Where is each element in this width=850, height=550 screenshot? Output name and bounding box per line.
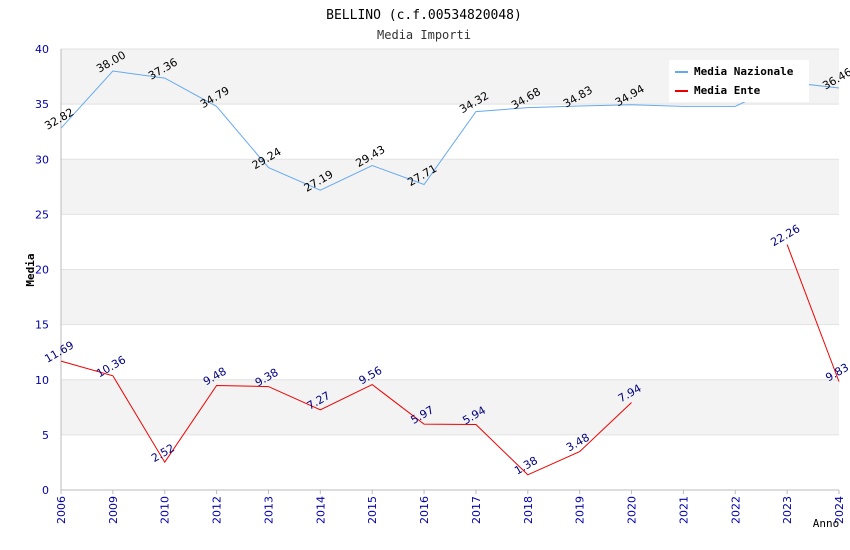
x-tick-label: 2022 (729, 496, 742, 524)
x-tick-label: 2020 (626, 496, 639, 524)
y-tick-label: 35 (35, 98, 49, 111)
legend-label-nazionale: Media Nazionale (694, 65, 794, 78)
x-tick-label: 2006 (55, 496, 68, 524)
series-line-0 (60, 70, 840, 191)
chart-subtitle: Media Importi (377, 28, 471, 42)
series-layer (60, 70, 840, 476)
y-tick-label: 5 (42, 429, 49, 442)
x-tick-label: 2010 (159, 496, 172, 524)
legend-label-ente: Media Ente (694, 84, 761, 97)
series-line-1 (60, 360, 632, 476)
x-tick-label: 2021 (677, 496, 690, 524)
grid-band (61, 159, 839, 215)
y-tick-label: 0 (42, 484, 49, 497)
series-line-1 (786, 244, 840, 382)
x-tick-label: 2013 (262, 496, 275, 524)
y-tick-label: 10 (35, 374, 49, 387)
grid-band (61, 214, 839, 270)
grid-band (61, 379, 839, 435)
y-tick-label: 15 (35, 319, 49, 332)
axes: 0 5 10 15 20 25 30 35 40 2006 2009 2010 2012 2013 2014… (35, 43, 846, 524)
y-tick-label: 20 (35, 264, 49, 277)
y-axis-label: Media (24, 253, 37, 286)
x-tick-label: 2017 (470, 496, 483, 524)
y-tick-label: 25 (35, 208, 49, 221)
x-tick-label: 2023 (781, 496, 794, 524)
grid-band (61, 269, 839, 325)
grid-band (61, 104, 839, 160)
grid-band (61, 434, 839, 490)
x-tick-label: 2009 (107, 496, 120, 524)
x-tick-label: 2014 (314, 496, 327, 524)
x-tick-label: 2024 (833, 496, 846, 524)
x-axis-label: Anno (813, 517, 840, 530)
legend: Media Nazionale Media Ente (669, 60, 809, 102)
x-tick-label: 2016 (418, 496, 431, 524)
x-tick-label: 2018 (522, 496, 535, 524)
x-tick-label: 2019 (574, 496, 587, 524)
grid-bands (61, 48, 839, 491)
y-tick-label: 40 (35, 43, 49, 56)
legend-box (669, 60, 809, 102)
y-tick-label: 30 (35, 153, 49, 166)
x-tick-label: 2012 (211, 496, 224, 524)
grid-band (61, 324, 839, 380)
x-tick-label: 2015 (366, 496, 379, 524)
chart-title: BELLINO (c.f.00534820048) (326, 8, 522, 23)
